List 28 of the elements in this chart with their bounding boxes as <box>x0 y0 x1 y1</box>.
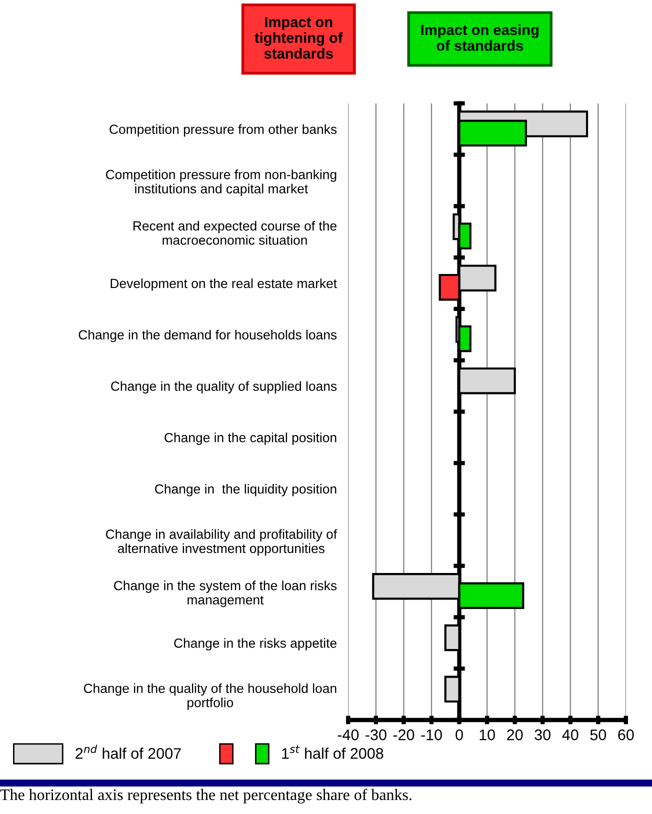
y-tick-label: Change in the risks appetite <box>174 638 336 650</box>
legend-label: 1$^{st}$ half of 2008 <box>282 745 384 759</box>
text: The horizontal axis represents the net percentage share of banks. <box>0 788 412 804</box>
y-tick-label: Change in availability and profitability of alternative investment opportunities <box>106 529 338 556</box>
x-tick-label: -30 <box>366 729 386 740</box>
text: Impact on easing of standards <box>421 24 538 51</box>
x-tick-label: 30 <box>534 729 550 740</box>
legend-label: 2$^{nd}$ half of 2007 <box>76 744 181 759</box>
text: Impact on tightening of standards <box>254 17 343 59</box>
x-tick-label: 20 <box>507 729 523 740</box>
x-tick-label: -20 <box>393 729 414 740</box>
x-tick-label: 10 <box>480 729 495 740</box>
y-tick-label: Change in the liquidity position <box>155 484 336 496</box>
y-tick-label: Competition pressure from non-banking institutions and capital market <box>106 170 336 196</box>
x-tick-label: 40 <box>562 729 578 740</box>
x-tick-label: 0 <box>456 729 463 740</box>
x-tick-label: -10 <box>421 729 442 740</box>
y-tick-label: Recent and expected course of the macroeconomic situation <box>133 220 336 245</box>
y-tick-label: Development on the real estate market <box>110 278 337 291</box>
y-tick-label: Change in the quality of the household loan portfolio <box>84 683 336 710</box>
y-tick-label: Change in the capital position <box>164 432 336 445</box>
y-tick-label: Change in the quality of supplied loans <box>111 381 337 394</box>
y-tick-label: Change in the demand for households loans <box>78 330 337 342</box>
x-tick-label: -40 <box>338 729 359 740</box>
y-tick-label: Change in the system of the loan risks management <box>114 580 337 608</box>
y-tick-label: Competition pressure from other banks <box>110 124 337 137</box>
x-tick-label: 50 <box>590 729 606 740</box>
x-tick-label: 60 <box>618 729 634 740</box>
